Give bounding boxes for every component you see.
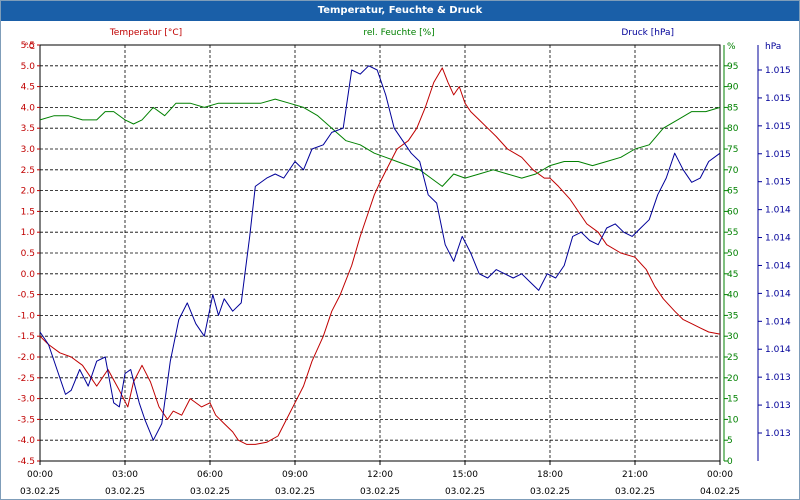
temp-tick-label: 5.0	[21, 62, 36, 72]
temp-tick-label: 1.5	[21, 207, 35, 217]
pressure-tick-label: 1.014	[765, 234, 791, 244]
legend-entry: Temperatur [°C]	[109, 28, 182, 38]
axes	[37, 44, 762, 465]
pressure-tick-label: 1.015	[765, 150, 791, 160]
data-series	[39, 65, 721, 445]
humidity-tick-label: 45	[727, 270, 738, 280]
chart-title: Temperatur, Feuchte & Druck	[1, 1, 799, 21]
temp-tick-label: 4.0	[21, 103, 36, 113]
x-tick-date: 03.02.25	[20, 487, 60, 497]
temp-tick-label: -1.5	[17, 332, 35, 342]
temp-tick-label: 5.5	[21, 41, 35, 51]
x-tick-time: 12:00	[367, 470, 393, 480]
x-tick-date: 03.02.25	[105, 487, 145, 497]
temp-tick-label: -4.5	[17, 457, 35, 467]
humidity-tick-label: 30	[727, 332, 739, 342]
humidity-tick-label: 15	[727, 395, 738, 405]
x-tick-time: 00:00	[707, 470, 733, 480]
pressure-tick-label: 1.015	[765, 66, 791, 76]
pressure-tick-label: 1.014	[765, 317, 791, 327]
pressure-tick-label: 1.015	[765, 122, 791, 132]
temp-tick-label: 2.0	[21, 187, 36, 197]
humidity-tick-label: 70	[727, 166, 739, 176]
x-tick-date: 03.02.25	[360, 487, 400, 497]
temp-tick-label: 0.0	[21, 270, 36, 280]
humidity-tick-label: 65	[727, 187, 738, 197]
legend-entry: Druck [hPa]	[621, 28, 674, 38]
pressure-tick-label: 1.013	[765, 401, 791, 411]
humidity-series-line	[39, 98, 721, 187]
temp-tick-label: -4.0	[17, 436, 35, 446]
temp-tick-label: -2.5	[17, 374, 35, 384]
humidity-tick-label: 35	[727, 311, 738, 321]
pressure-tick-label: 1.013	[765, 429, 791, 439]
pressure-tick-label: 1.015	[765, 178, 791, 188]
humidity-tick-label: 85	[727, 103, 738, 113]
temp-tick-label: 4.5	[21, 83, 35, 93]
x-tick-time: 06:00	[197, 470, 223, 480]
humidity-tick-label: 25	[727, 353, 738, 363]
temp-tick-label: -3.5	[17, 415, 35, 425]
pressure-axis-unit: hPa	[765, 42, 781, 52]
x-tick-time: 15:00	[452, 470, 478, 480]
temp-tick-label: -3.0	[17, 395, 35, 405]
x-tick-date: 03.02.25	[190, 487, 230, 497]
legend-entry: rel. Feuchte [%]	[363, 28, 434, 38]
x-tick-time: 18:00	[537, 470, 563, 480]
x-tick-time: 00:00	[27, 470, 53, 480]
temp-tick-label: 3.5	[21, 124, 35, 134]
grid-lines	[39, 44, 721, 462]
temp-axis-unit: °C	[24, 42, 35, 52]
temp-tick-label: 2.5	[21, 166, 35, 176]
humidity-tick-label: 75	[727, 145, 738, 155]
pressure-tick-label: 1.014	[765, 206, 791, 216]
humidity-tick-label: 20	[727, 374, 739, 384]
temp-tick-label: -2.0	[17, 353, 35, 363]
temp-tick-label: -1.0	[17, 311, 35, 321]
x-tick-date: 04.02.25	[700, 487, 740, 497]
temp-tick-label: -0.5	[17, 291, 35, 301]
x-tick-date: 03.02.25	[445, 487, 485, 497]
humidity-tick-label: 40	[727, 291, 739, 301]
x-tick-time: 09:00	[282, 470, 308, 480]
humidity-tick-label: 5	[727, 436, 733, 446]
temp-tick-label: 0.5	[21, 249, 35, 259]
pressure-tick-label: 1.014	[765, 261, 791, 271]
temp-tick-label: 1.0	[21, 228, 36, 238]
tick-labels: 5.5 5.0 4.5 4.0 3.5 3.0 2.5 2.0 1.5 1.0 0.5 0.0 -0.5…	[17, 28, 791, 497]
x-tick-date: 03.02.25	[275, 487, 315, 497]
humidity-tick-label: 0	[727, 457, 733, 467]
pressure-tick-label: 1.013	[765, 373, 791, 383]
humidity-axis-unit: %	[727, 42, 736, 52]
humidity-tick-label: 90	[727, 83, 739, 93]
humidity-tick-label: 80	[727, 124, 739, 134]
x-tick-date: 03.02.25	[615, 487, 655, 497]
humidity-tick-label: 95	[727, 62, 738, 72]
x-tick-time: 21:00	[622, 470, 648, 480]
pressure-series-line	[39, 65, 721, 441]
x-tick-date: 03.02.25	[530, 487, 570, 497]
humidity-tick-label: 10	[727, 415, 739, 425]
humidity-tick-label: 55	[727, 228, 738, 238]
humidity-tick-label: 50	[727, 249, 739, 259]
humidity-tick-label: 60	[727, 207, 739, 217]
pressure-tick-label: 1.015	[765, 94, 791, 104]
pressure-tick-label: 1.014	[765, 345, 791, 355]
x-tick-time: 03:00	[112, 470, 138, 480]
temp-tick-label: 3.0	[21, 145, 36, 155]
pressure-tick-label: 1.014	[765, 289, 791, 299]
